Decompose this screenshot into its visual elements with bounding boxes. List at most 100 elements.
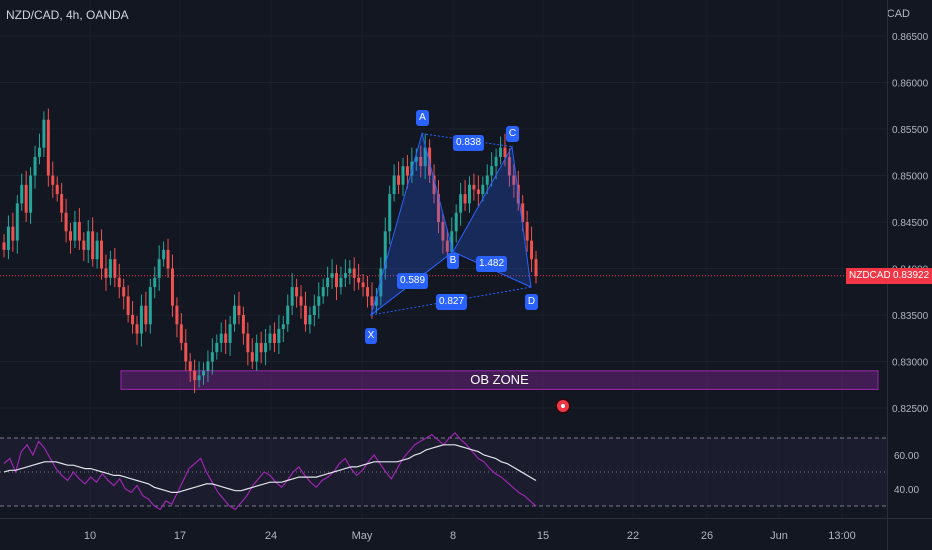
candle-body (459, 194, 463, 213)
candle-body (193, 370, 197, 381)
candle-body (20, 184, 24, 204)
candle-body (339, 277, 343, 288)
candle-body (144, 305, 148, 325)
time-tick-label: 26 (701, 530, 713, 542)
candle-body (46, 119, 50, 176)
candle-body (202, 370, 205, 376)
candle-body (29, 175, 33, 213)
candle-body (432, 175, 436, 195)
candle-body (521, 203, 525, 222)
point-c-badge: C (506, 126, 519, 142)
candle-body (361, 282, 365, 288)
candle-body (255, 342, 259, 362)
rsi-line (3, 432, 537, 511)
price-tick-label: 0.83000 (892, 358, 929, 369)
point-b-badge: B (447, 253, 459, 269)
candle-body (268, 333, 272, 343)
candle-body (100, 240, 104, 269)
candle-body (73, 222, 77, 241)
candle-body (326, 277, 330, 288)
price-tick-label: 0.86500 (892, 32, 929, 43)
time-tick-label: 24 (265, 530, 277, 542)
candle-body (330, 273, 334, 278)
candle-body (64, 212, 68, 232)
candle-body (82, 240, 86, 250)
candle-body (250, 352, 254, 362)
candle-body (414, 156, 418, 162)
candle-body (148, 287, 152, 325)
candle-body (6, 226, 10, 250)
candle-body (481, 184, 485, 195)
price-tick-label: 0.85500 (892, 125, 929, 136)
candle-body (91, 231, 95, 260)
symbol-title[interactable]: NZD/CAD, 4h, OANDA (6, 8, 129, 22)
alert-clock-icon[interactable] (555, 398, 571, 414)
candle-body (534, 259, 538, 276)
candle-body (188, 361, 192, 371)
candle-body (237, 305, 241, 315)
point-x-badge: X (365, 328, 377, 344)
candle-body (450, 231, 454, 252)
candle-body (77, 222, 81, 241)
candle-body (42, 119, 46, 148)
pattern-ratio-line (370, 251, 454, 316)
candle-body (441, 222, 445, 241)
time-tick-label: Jun (770, 530, 788, 542)
time-tick-label: May (352, 530, 373, 542)
point-a-badge: A (416, 110, 429, 126)
price-tick-label: 0.86000 (892, 79, 929, 90)
candle-body (175, 305, 179, 325)
ratio-bd-badge: 1.482 (476, 256, 508, 272)
candle-body (170, 268, 174, 306)
candle-body (512, 175, 516, 185)
candle-body (401, 166, 405, 185)
rsi-tick-label: 40.00 (894, 485, 919, 496)
ratio-xd-badge: 0.827 (436, 294, 468, 310)
time-tick-label: 13:00 (828, 530, 856, 542)
candle-body (472, 184, 476, 190)
candle-body (113, 259, 117, 278)
candle-body (503, 147, 507, 157)
candle-body (15, 203, 19, 241)
candle-body (86, 231, 90, 250)
candle-body (55, 184, 59, 195)
candle-body (215, 342, 219, 353)
candle-body (131, 315, 135, 325)
candle-body (228, 324, 232, 343)
ratio-xb-badge: 0.589 (397, 273, 429, 289)
candle-body (388, 194, 392, 232)
time-tick-label: 8 (450, 530, 456, 542)
candle-body (51, 175, 55, 185)
candle-body (153, 277, 157, 288)
candle-body (405, 166, 409, 176)
candle-body (206, 361, 210, 371)
candle-body (126, 296, 130, 315)
candle-body (343, 273, 347, 278)
candle-body (317, 296, 321, 306)
candle-body (507, 156, 511, 176)
candle-body (60, 194, 64, 213)
candle-body (321, 287, 325, 297)
time-axis-separator (0, 518, 932, 519)
candle-body (419, 156, 423, 167)
candle-body (281, 324, 285, 329)
candle-body (374, 296, 378, 306)
candle-body (299, 296, 303, 306)
candle-body (224, 333, 228, 343)
price-tick-label: 0.82500 (892, 404, 929, 415)
candle-body (139, 305, 143, 334)
candle-body (277, 328, 281, 343)
candle-body (24, 184, 28, 213)
currency-label: CAD (886, 8, 910, 20)
candle-body (104, 268, 108, 278)
rsi-band (0, 438, 887, 506)
candle-body (135, 324, 139, 334)
candle-body (197, 375, 201, 381)
price-tick-label: 0.85000 (892, 172, 929, 183)
candle-body (95, 240, 99, 260)
candle-body (259, 342, 263, 353)
candle-body (264, 342, 268, 353)
time-tick-label: 17 (174, 530, 186, 542)
candle-body (357, 277, 361, 283)
